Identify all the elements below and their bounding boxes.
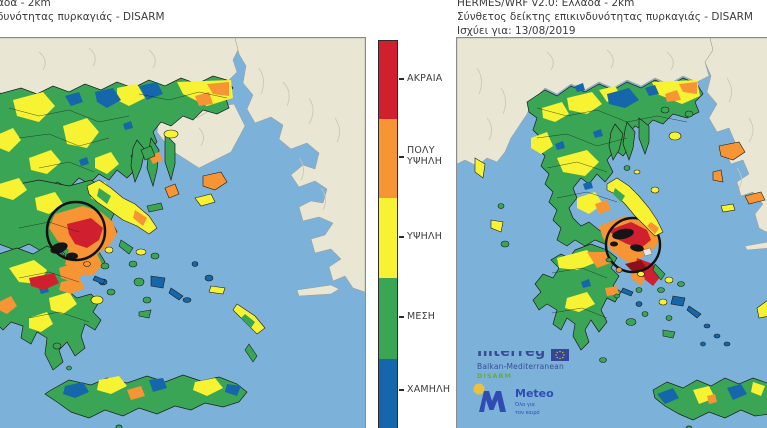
legend-color-low [379,359,397,428]
interreg-wordmark: Interreg [477,351,546,360]
right-map-title-line2: Σύνθετος δείκτης επικινδυνότητας πυρκαγι… [457,11,753,23]
region-borders [8,91,228,323]
attica-circle-annotation [604,216,662,274]
legend-label-extreme: ΑΚΡΑΙΑ [407,73,443,84]
terrain-relief [476,49,754,189]
legend-tick [399,389,404,391]
left-map-title-line1: αδα - 2km [0,0,51,9]
left-map-svg [0,38,365,428]
right-map: Interreg Balkan-Mediterranean DISARM [456,37,767,428]
interreg-logo: Interreg Balkan-Mediterranean DISARM [477,349,569,380]
meteo-logo: Meteo Όλα για τον καιρό [473,383,554,416]
region-borders [536,107,688,319]
crete [652,377,767,428]
meteo-tagline-2: τον καιρό [515,410,540,416]
legend-label-high: ΥΨΗΛΗ [407,231,443,242]
legend-color-extreme [379,41,397,119]
islands [474,106,767,363]
attica-circle-annotation [45,200,107,262]
interreg-project: DISARM [477,372,512,380]
right-map-valid-date: Ισχύει για: 13/08/2019 [457,25,576,37]
terrain-relief [38,47,340,211]
legend-tick [399,156,404,158]
attica-hot-zone [29,206,117,294]
legend-label-low: ΧΑΜΗΛΗ [407,384,451,395]
legend-tick [399,316,404,318]
islands [52,129,266,371]
legend-color-medium [379,278,397,359]
left-map [0,37,366,428]
legend-label-medium: ΜΕΣΗ [407,311,436,322]
meteo-m-icon [473,383,509,413]
foreign-land [457,38,767,251]
right-map-svg [457,38,767,428]
legend-tick [399,78,404,80]
attica-hot-zone [599,216,661,286]
fire-risk-patches-low [555,83,659,288]
left-map-title-line2: δυνότητας πυρκαγιάς - DISARM [0,11,165,23]
risk-legend-colorbar [378,40,398,428]
eu-flag-icon [550,349,569,361]
crete [44,374,248,428]
right-map-title-line1: HERMES/WRF v2.0: Ελλάδα - 2km [457,0,635,9]
meteo-tagline-1: Όλα για [515,402,535,408]
meteo-name: Meteo [515,387,554,400]
legend-color-very-high [379,119,397,198]
legend-tick [399,236,404,238]
interreg-subtitle: Balkan-Mediterranean [477,362,564,371]
fire-risk-patches-orange [587,82,697,296]
legend-label-very-high: ΠΟΛΥ ΥΨΗΛΗ [407,145,443,167]
legend-color-high [379,198,397,278]
